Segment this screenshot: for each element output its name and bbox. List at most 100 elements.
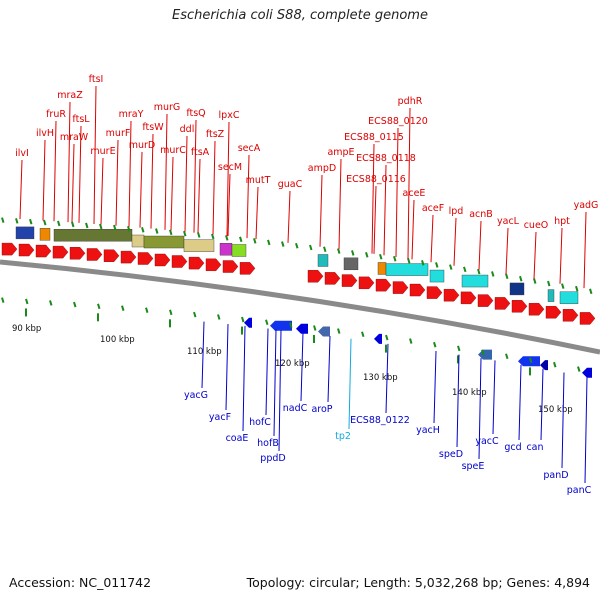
forward-gene-label[interactable]: ampE — [327, 147, 354, 158]
forward-gene-label[interactable]: ECS88_0118 — [356, 153, 416, 164]
forward-gene-label[interactable]: mraZ — [57, 90, 83, 101]
reverse-gene-leader — [278, 329, 282, 452]
forward-gene-arrow — [35, 244, 52, 258]
reverse-gene-label[interactable]: coaE — [226, 433, 249, 444]
forward-gene-label[interactable]: lpxC — [219, 110, 240, 121]
tick-row-outer — [519, 275, 523, 282]
forward-gene-leader — [559, 227, 563, 284]
tick-row-outer — [169, 229, 173, 236]
forward-gene-leader — [583, 211, 587, 289]
forward-gene-arrow — [409, 283, 426, 297]
forward-gene-label[interactable]: ftsL — [72, 114, 90, 125]
forward-gene-label[interactable]: murD — [129, 140, 156, 151]
forward-gene-arrow — [69, 247, 86, 260]
reverse-gene-label[interactable]: hofC — [249, 417, 271, 428]
reverse-gene-label[interactable]: nadC — [283, 403, 308, 414]
forward-gene-label[interactable]: cueO — [524, 220, 549, 231]
tick-row-outer — [505, 273, 509, 280]
forward-gene-label[interactable]: secM — [218, 162, 242, 173]
tick-row-outer — [281, 241, 285, 247]
reverse-gene-label[interactable]: can — [526, 442, 543, 453]
tick-row-inner — [145, 307, 149, 313]
reverse-gene-label[interactable]: ppdD — [260, 453, 285, 464]
tick-row-inner — [457, 345, 461, 352]
forward-gene-block — [317, 254, 329, 267]
forward-gene-leader — [150, 133, 154, 229]
tick-row-outer — [323, 246, 327, 253]
reverse-gene-leader — [584, 376, 588, 484]
forward-gene-block — [15, 226, 35, 240]
forward-gene-label[interactable]: ECS88_0116 — [346, 174, 406, 185]
forward-gene-label[interactable]: ftsQ — [186, 108, 205, 119]
tick-row-outer — [575, 285, 579, 292]
forward-gene-label[interactable]: hpt — [554, 216, 570, 227]
tick-row-outer — [407, 257, 411, 264]
reverse-gene-label[interactable]: aroP — [311, 404, 332, 415]
forward-gene-label[interactable]: yacL — [497, 216, 520, 227]
tick-row-inner — [97, 303, 101, 310]
tick-row-inner — [385, 334, 389, 341]
tick-row-outer — [239, 236, 243, 243]
forward-gene-blocks — [1, 226, 596, 325]
forward-gene-label[interactable]: ilvH — [36, 128, 54, 139]
scale-label: 110 kbp — [187, 347, 222, 357]
forward-gene-label[interactable]: fruR — [46, 109, 66, 120]
forward-gene-leader — [128, 120, 132, 227]
forward-gene-label[interactable]: ilvI — [15, 148, 29, 159]
forward-gene-leader — [164, 113, 168, 230]
forward-gene-label[interactable]: ampD — [308, 163, 336, 174]
reverse-gene-label[interactable]: yacH — [416, 425, 440, 436]
forward-gene-label[interactable]: murG — [154, 102, 181, 113]
forward-gene-label[interactable]: lpd — [449, 206, 464, 217]
rna-gene-label[interactable]: tp2 — [335, 431, 351, 442]
forward-gene-label[interactable]: guaC — [278, 179, 303, 190]
reverse-gene-label[interactable]: hofB — [257, 438, 279, 449]
tick-row-inner — [337, 328, 341, 334]
forward-gene-label[interactable]: ftsZ — [206, 129, 225, 140]
forward-gene-label[interactable]: ddl — [180, 124, 195, 135]
reverse-gene-label[interactable]: gcd — [504, 442, 521, 453]
forward-gene-label[interactable]: murF — [106, 128, 131, 139]
forward-gene-label[interactable]: mraW — [60, 132, 89, 143]
forward-gene-arrow — [239, 262, 256, 275]
forward-gene-labels[interactable]: ilvI ilvH fruR mraZ mraW ftsL ftsI murE murF mraY… — [15, 74, 599, 289]
reverse-gene-label[interactable]: speE — [462, 461, 485, 472]
forward-gene-label[interactable]: acnB — [469, 209, 493, 220]
forward-gene-label[interactable]: murE — [90, 146, 115, 157]
reverse-gene-label[interactable]: yacF — [209, 412, 231, 423]
reverse-gene-label[interactable]: yacC — [475, 436, 499, 447]
reverse-gene-arrow — [244, 317, 252, 328]
forward-gene-label[interactable]: ftsW — [142, 122, 164, 133]
reverse-gene-label[interactable]: yacG — [184, 390, 208, 401]
reverse-gene-leader — [385, 343, 389, 414]
forward-gene-label[interactable]: pdhR — [398, 96, 423, 107]
forward-gene-block — [53, 228, 133, 242]
reverse-gene-label[interactable]: panC — [567, 485, 592, 496]
reverse-gene-leader — [300, 332, 304, 402]
forward-gene-label[interactable]: aceF — [422, 203, 444, 214]
forward-gene-leader — [338, 158, 342, 250]
forward-gene-block — [559, 291, 579, 304]
forward-gene-label[interactable]: mutT — [246, 175, 271, 186]
forward-gene-label[interactable]: ECS88_0120 — [368, 116, 428, 127]
tick-row-outer — [421, 260, 425, 266]
reverse-gene-label[interactable]: speD — [439, 449, 463, 460]
accession-text: Accession: NC_011742 — [9, 575, 152, 590]
reverse-gene-arrow — [374, 333, 382, 344]
forward-gene-leader — [478, 220, 482, 270]
forward-gene-label[interactable]: murC — [160, 145, 186, 156]
forward-gene-label[interactable]: ftsI — [89, 74, 104, 85]
reverse-gene-label[interactable]: ECS88_0122 — [350, 415, 410, 426]
forward-gene-label[interactable]: secA — [238, 143, 261, 154]
forward-gene-label[interactable]: mraY — [119, 109, 144, 120]
forward-gene-label[interactable]: yadG — [574, 200, 599, 211]
forward-gene-arrow — [222, 260, 239, 273]
forward-gene-label[interactable]: ftsA — [191, 147, 210, 158]
forward-gene-label[interactable]: aceE — [403, 188, 426, 199]
forward-gene-block — [131, 234, 145, 248]
forward-gene-label[interactable]: ECS88_0115 — [344, 132, 404, 143]
reverse-gene-label[interactable]: panD — [543, 470, 568, 481]
tick-row-inner — [289, 322, 293, 328]
